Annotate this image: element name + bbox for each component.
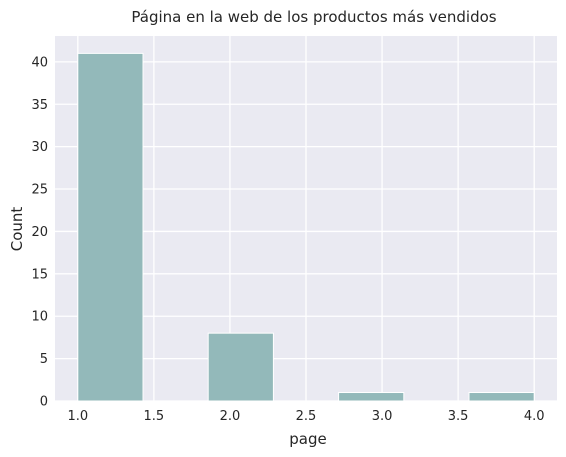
x-tick-label: 3.5 (448, 409, 469, 424)
x-tick-label: 3.0 (372, 409, 393, 424)
x-tick-labels: 1.0 1.5 2.0 2.5 3.0 3.5 4.0 (67, 409, 544, 424)
y-tick-label: 40 (31, 55, 48, 70)
x-tick-label: 4.0 (524, 409, 545, 424)
y-tick-labels: 0 5 10 15 20 25 30 35 40 (31, 55, 48, 409)
bars-group (77, 52, 535, 402)
x-tick-label: 1.0 (67, 409, 88, 424)
y-tick-label: 10 (31, 310, 48, 325)
histogram-bar-3 (207, 332, 274, 402)
y-tick-label: 25 (31, 183, 48, 198)
histogram-bar-1 (77, 52, 144, 402)
y-tick-label: 5 (40, 352, 48, 367)
y-tick-label: 15 (31, 267, 48, 282)
chart-title: Página en la web de los productos más ve… (131, 8, 496, 26)
y-axis-label: Count (8, 207, 26, 252)
x-axis-label: page (289, 430, 326, 448)
y-tick-label: 20 (31, 225, 48, 240)
histogram-bar-7 (468, 392, 535, 402)
x-tick-label: 1.5 (144, 409, 165, 424)
x-tick-label: 2.0 (220, 409, 241, 424)
y-tick-label: 35 (31, 98, 48, 113)
y-tick-label: 0 (40, 395, 48, 410)
y-tick-label: 30 (31, 140, 48, 155)
histogram-bar-5 (338, 392, 405, 402)
x-tick-label: 2.5 (296, 409, 317, 424)
